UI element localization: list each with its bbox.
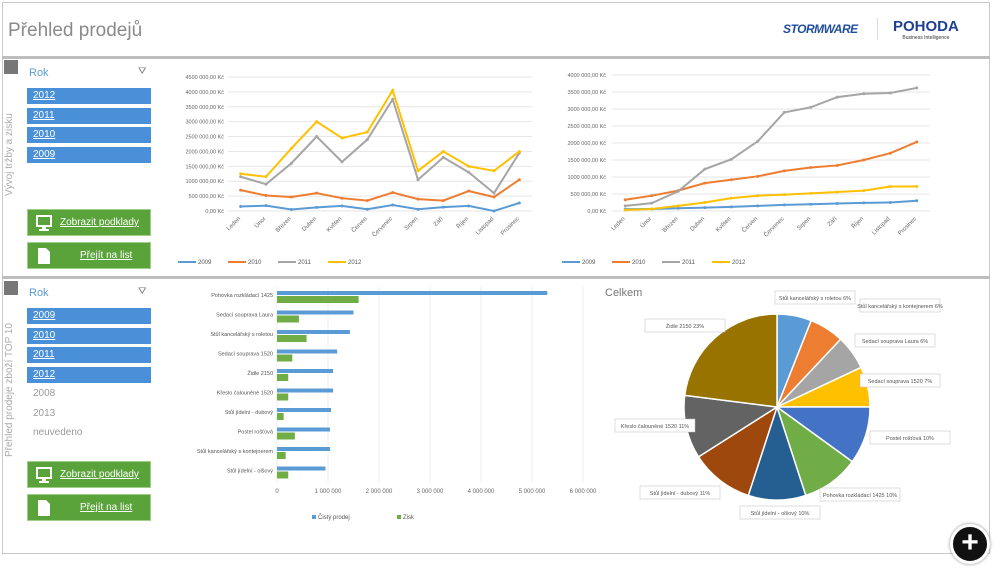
stormware-logo: STORMWARE xyxy=(783,22,858,36)
button-label: Přejít na list xyxy=(80,502,133,513)
slicer-item-2010[interactable]: 2010 xyxy=(27,327,151,344)
panel-handle[interactable] xyxy=(4,281,18,295)
slicer-item-2012[interactable]: 2012 xyxy=(27,366,151,383)
zoom-in-button[interactable]: + xyxy=(950,524,990,564)
panel-handle[interactable] xyxy=(4,60,18,74)
slicer-item-2013[interactable]: 2013 xyxy=(33,407,56,419)
slicer-item-2009[interactable]: 2009 xyxy=(27,146,151,163)
document-icon xyxy=(36,499,52,516)
slicer-item-neuvedeno[interactable]: neuvedeno xyxy=(33,427,83,438)
divider xyxy=(2,276,990,279)
panel2-vertical-label: Přehled prodeje zboží TOP 10 xyxy=(4,323,15,457)
slicer-item-2010[interactable]: 2010 xyxy=(27,127,151,143)
slicer-title: Rok xyxy=(29,287,49,299)
button-label: Zobrazit podklady xyxy=(60,217,139,228)
pohoda-logo-sub: Business Intelligence xyxy=(902,35,950,41)
pohoda-logo: POHODA Business Intelligence xyxy=(893,18,959,41)
slicer-item-2011[interactable]: 2011 xyxy=(27,107,151,124)
divider xyxy=(2,56,990,59)
panel1-vertical-label: Vývoj tržby a zisku xyxy=(4,113,15,196)
go-to-sheet-button[interactable]: Přejít na list xyxy=(27,494,151,521)
slicer-item-2012[interactable]: 2012 xyxy=(27,88,151,104)
slicer-item-2009[interactable]: 2009 xyxy=(27,308,151,324)
clear-filter-icon[interactable]: ⛛ xyxy=(138,66,147,77)
button-label: Přejít na list xyxy=(80,250,133,261)
logo-divider xyxy=(877,18,878,40)
slicer-item-2008[interactable]: 2008 xyxy=(33,388,56,399)
button-label: Zobrazit podklady xyxy=(60,469,139,480)
page-title: Přehled prodejů xyxy=(8,20,143,41)
slicer-item-2011[interactable]: 2011 xyxy=(27,347,151,363)
slicer-title: Rok xyxy=(29,67,49,79)
document-icon xyxy=(36,247,52,264)
show-details-button[interactable]: Zobrazit podklady xyxy=(27,209,151,236)
clear-filter-icon[interactable]: ⛛ xyxy=(138,286,147,297)
monitor-icon xyxy=(36,466,52,483)
show-details-button[interactable]: Zobrazit podklady xyxy=(27,461,151,488)
go-to-sheet-button[interactable]: Přejít na list xyxy=(27,242,151,269)
pohoda-logo-text: POHODA xyxy=(893,18,959,35)
monitor-icon xyxy=(36,214,52,231)
